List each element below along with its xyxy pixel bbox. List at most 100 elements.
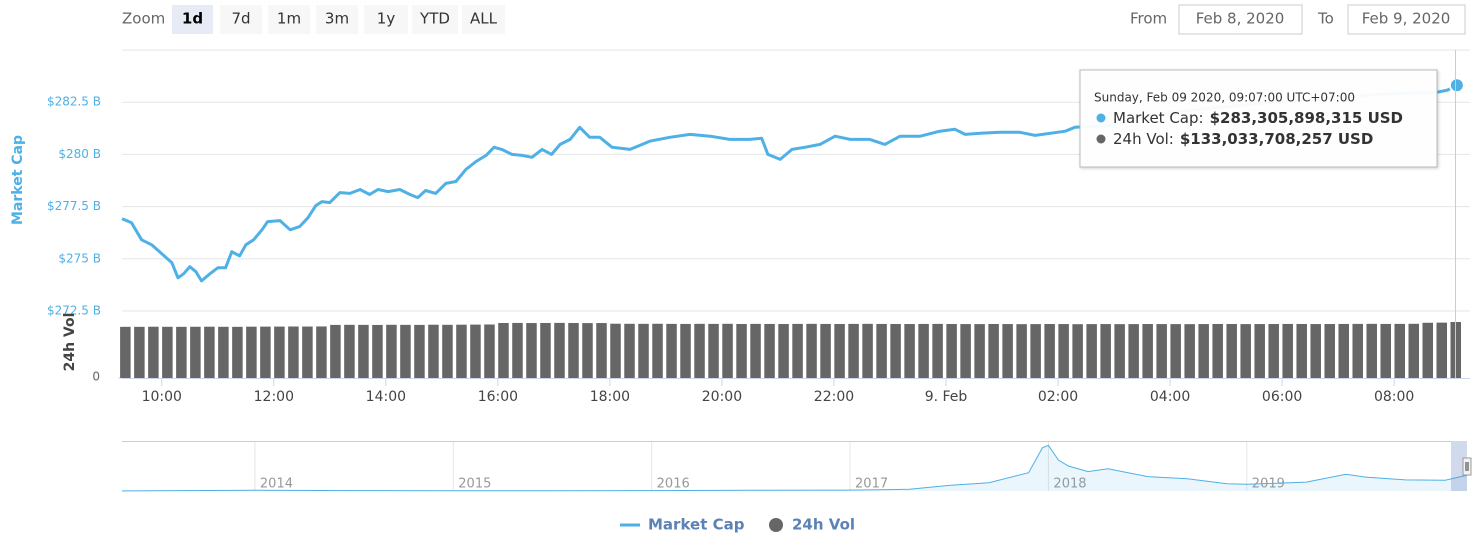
volume-bar xyxy=(218,326,229,378)
y-tick-label: $275 B xyxy=(58,251,101,265)
y-tick-label: $280 B xyxy=(58,147,101,161)
x-tick-label: 14:00 xyxy=(366,389,406,405)
volume-bar xyxy=(1436,322,1448,378)
zoom-button[interactable] xyxy=(172,5,213,34)
volume-bar xyxy=(344,324,355,378)
tooltip-value: $133,033,708,257 USD xyxy=(1180,130,1373,148)
zoom-button-label[interactable]: 1d xyxy=(182,10,203,28)
volume-bar xyxy=(1324,324,1335,378)
volume-bar xyxy=(246,326,257,378)
legend-label[interactable]: Market Cap xyxy=(648,516,745,534)
y-tick-label: $272.5 B xyxy=(47,304,101,318)
volume-bar xyxy=(1170,324,1181,378)
zoom-button[interactable] xyxy=(220,5,262,34)
volume-bar xyxy=(764,323,775,378)
tooltip-box xyxy=(1079,69,1438,168)
legend-label[interactable]: 24h Vol xyxy=(792,516,855,534)
volume-bar xyxy=(1156,324,1167,378)
volume-bar xyxy=(484,324,495,378)
volume-bar xyxy=(1366,323,1377,378)
y2-tick-label: 0 xyxy=(92,370,100,384)
to-input[interactable] xyxy=(1347,4,1466,35)
volume-bar xyxy=(400,324,411,378)
navigator-handle[interactable] xyxy=(1462,457,1472,476)
volume-bar xyxy=(540,322,551,378)
from-value[interactable]: Feb 8, 2020 xyxy=(1196,10,1285,28)
navigator-fill xyxy=(122,445,1467,491)
volume-bar xyxy=(946,324,957,378)
navigator-tick-label: 2015 xyxy=(458,477,491,492)
volume-bar xyxy=(176,326,187,378)
volume-bar xyxy=(932,323,943,378)
zoom-button-label[interactable]: 1y xyxy=(377,10,396,28)
volume-bar xyxy=(1030,324,1041,378)
volume-bar xyxy=(358,324,369,378)
y-tick-label: $282.5 B xyxy=(47,95,101,109)
volume-bar xyxy=(302,326,313,378)
volume-bar xyxy=(596,323,607,378)
x-tick-label: 10:00 xyxy=(142,389,182,405)
volume-bar xyxy=(960,324,971,378)
zoom-button-label[interactable]: 7d xyxy=(231,10,250,28)
zoom-button-label[interactable]: 1m xyxy=(277,10,301,28)
x-tick-label: 04:00 xyxy=(1150,389,1190,405)
zoom-button[interactable] xyxy=(364,5,408,34)
volume-bar xyxy=(120,326,131,378)
volume-bar xyxy=(134,326,145,378)
volume-bar xyxy=(904,324,915,378)
volume-bar xyxy=(582,323,593,378)
volume-bar xyxy=(722,323,733,378)
tooltip-series-name: 24h Vol: xyxy=(1113,130,1174,148)
navigator-selection[interactable] xyxy=(1451,441,1467,491)
to-label: To xyxy=(1317,10,1334,28)
volume-bar xyxy=(1058,324,1069,378)
volume-bar xyxy=(428,324,439,378)
volume-bar xyxy=(1394,323,1405,378)
volume-bar xyxy=(148,326,159,378)
zoom-button[interactable] xyxy=(316,5,358,34)
volume-bar xyxy=(1100,324,1111,378)
zoom-button-label[interactable]: YTD xyxy=(419,10,450,28)
tooltip-row: Market Cap: $283,305,898,315 USD xyxy=(1113,109,1403,127)
volume-bar xyxy=(274,326,285,378)
volume-bar xyxy=(162,326,173,378)
tooltip-dot xyxy=(1096,113,1106,123)
y2-axis-title: 24h Vol xyxy=(62,313,78,372)
legend-symbol[interactable] xyxy=(769,518,783,532)
volume-bar xyxy=(876,323,887,378)
from-input[interactable] xyxy=(1178,4,1303,35)
x-tick-label: 16:00 xyxy=(478,389,518,405)
to-value[interactable]: Feb 9, 2020 xyxy=(1362,10,1451,28)
zoom-button[interactable] xyxy=(462,5,505,34)
volume-bar xyxy=(638,323,649,378)
navigator-tick-label: 2018 xyxy=(1053,477,1086,492)
tooltip-date: Sunday, Feb 09 2020, 09:07:00 UTC+07:00 xyxy=(1094,91,1355,105)
volume-bar xyxy=(918,323,929,378)
zoom-button-label[interactable]: ALL xyxy=(470,10,498,28)
volume-bar xyxy=(1338,323,1349,378)
tooltip: Sunday, Feb 09 2020, 09:07:00 UTC+07:00 … xyxy=(1079,69,1438,168)
navigator-tick-label: 2014 xyxy=(260,477,293,492)
volume-bar xyxy=(288,326,299,378)
volume-bar xyxy=(1296,323,1307,378)
volume-bar xyxy=(1002,324,1013,378)
volume-bar xyxy=(750,323,761,378)
volume-bar xyxy=(778,324,789,378)
volume-bar xyxy=(1142,324,1153,378)
volume-bar xyxy=(1128,324,1139,378)
volume-bar xyxy=(1226,324,1237,378)
volume-bar xyxy=(1072,324,1083,378)
x-tick-label: 06:00 xyxy=(1262,389,1302,405)
volume-bar xyxy=(498,323,509,378)
zoom-button[interactable] xyxy=(412,5,458,34)
volume-bar xyxy=(1408,323,1419,378)
volume-bar xyxy=(1352,323,1363,378)
navigator-tick-label: 2017 xyxy=(855,477,888,492)
volume-bar xyxy=(1282,323,1293,378)
volume-bar xyxy=(526,323,537,378)
volume-bar xyxy=(694,323,705,378)
zoom-button[interactable] xyxy=(268,5,310,34)
volume-bar xyxy=(890,323,901,378)
zoom-button-label[interactable]: 3m xyxy=(325,10,349,28)
